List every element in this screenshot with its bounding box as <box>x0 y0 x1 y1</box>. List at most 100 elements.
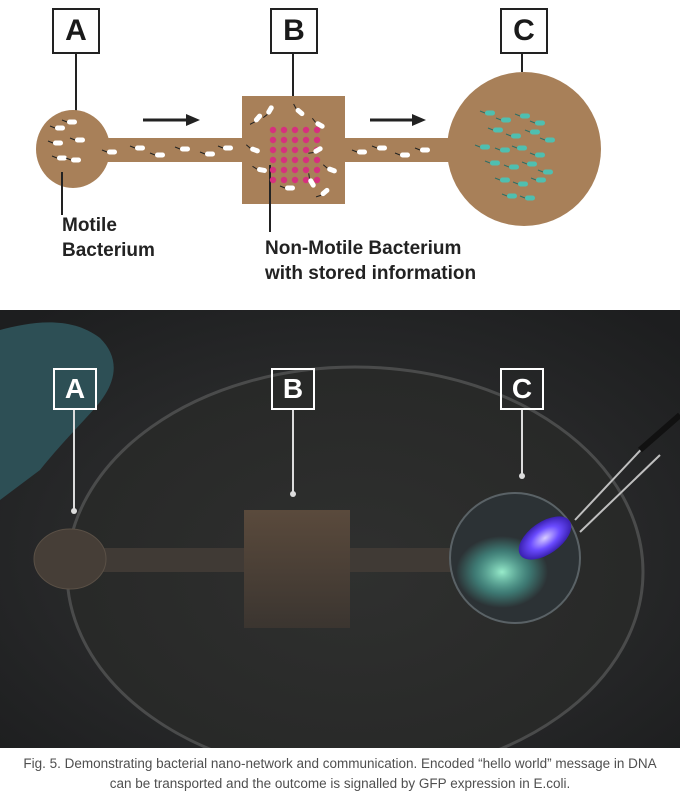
gfp-bacterium <box>479 110 495 116</box>
gfp-bacterium <box>505 133 521 139</box>
bacterium <box>174 146 190 152</box>
info-dot <box>313 176 321 184</box>
photo-chamber-a <box>33 528 107 590</box>
gfp-bacterium <box>524 129 540 135</box>
gfp-bacterium <box>530 177 546 183</box>
bacterium <box>47 140 63 146</box>
gfp-bacterium <box>512 181 528 187</box>
info-dot <box>302 156 310 164</box>
gfp-bacterium <box>503 164 519 170</box>
gfp-bacterium <box>474 144 490 150</box>
photo-label-box-c: C <box>500 368 544 410</box>
info-dot <box>302 126 310 134</box>
bacterium <box>129 145 145 151</box>
gfp-bacterium <box>537 169 553 175</box>
info-dot <box>280 166 288 174</box>
gfp-bacterium <box>539 137 555 143</box>
bacterium <box>351 149 367 155</box>
info-dot <box>302 176 310 184</box>
info-dot <box>291 176 299 184</box>
info-dot <box>280 156 288 164</box>
led-cable <box>638 412 680 453</box>
photo-drawing <box>0 310 680 748</box>
info-dot <box>280 146 288 154</box>
led-light <box>518 516 572 560</box>
info-dot <box>269 146 277 154</box>
bacterium <box>311 117 325 129</box>
photo-chamber-b <box>244 510 350 628</box>
bacterium <box>252 165 267 173</box>
photo-label-box-a: A <box>53 368 97 410</box>
bacterium <box>149 152 165 158</box>
info-dot <box>313 126 321 134</box>
gfp-bacterium <box>494 177 510 183</box>
gfp-bacterium <box>521 161 537 167</box>
bacterium <box>69 137 85 143</box>
gfp-bacterium <box>529 120 545 126</box>
gfp-bacterium <box>511 145 527 151</box>
label-box-c: C <box>500 8 548 54</box>
bacterium <box>65 157 81 163</box>
photo-pointer-dot-b <box>290 491 296 497</box>
bacterium <box>249 113 263 125</box>
info-dot <box>280 126 288 134</box>
info-dot <box>291 126 299 134</box>
bacterium <box>61 119 77 125</box>
info-dot <box>302 146 310 154</box>
info-dot <box>302 166 310 174</box>
arrow-right-2 <box>370 114 426 126</box>
gfp-bacterium <box>487 127 503 133</box>
info-dot <box>291 166 299 174</box>
bacterium <box>394 152 410 158</box>
info-dot <box>313 166 321 174</box>
schematic-drawing <box>36 52 601 232</box>
bacterium <box>315 187 330 198</box>
schematic-diagram: A B C Motile Bacterium Non-Motile Bacter… <box>0 0 680 310</box>
info-dot <box>313 136 321 144</box>
bacterium <box>262 105 274 119</box>
nonmotile-label-line-2: with stored information <box>265 263 477 284</box>
chamber-a <box>36 110 110 188</box>
info-dot <box>291 136 299 144</box>
gfp-bacterium <box>514 113 530 119</box>
gfp-bacterium <box>529 152 545 158</box>
bacterium <box>371 145 387 151</box>
bacterium <box>322 164 337 174</box>
info-dot <box>280 136 288 144</box>
bacterium <box>245 144 260 154</box>
bacterium <box>414 147 430 153</box>
bacterium <box>217 145 233 151</box>
photo-label-box-b: B <box>271 368 315 410</box>
bacterium <box>49 125 65 131</box>
motile-bacterium-label: Motile Bacterium <box>62 213 155 263</box>
figure-caption: Fig. 5. Demonstrating bacterial nano-net… <box>0 754 680 794</box>
label-box-b: B <box>270 8 318 54</box>
bacterium <box>293 103 305 117</box>
led-wire-1 <box>574 439 651 521</box>
arrow-right-1 <box>143 114 200 126</box>
info-dot <box>269 126 277 134</box>
channel-right <box>338 138 458 162</box>
nonmotile-label-line-1: Non-Motile Bacterium <box>265 238 462 259</box>
bacterium <box>279 185 295 191</box>
info-dot <box>291 156 299 164</box>
bacterium <box>199 151 215 157</box>
motile-label-line-1: Motile <box>62 215 117 236</box>
gfp-bacterium <box>484 160 500 166</box>
caption-line-1: Fig. 5. Demonstrating bacterial nano-net… <box>23 756 657 771</box>
info-dot <box>313 156 321 164</box>
gfp-bacterium <box>519 195 535 201</box>
bacterium <box>101 149 117 155</box>
experiment-photo: A B C <box>0 310 680 748</box>
info-dot <box>302 136 310 144</box>
info-dot <box>269 156 277 164</box>
bacterium <box>308 173 316 188</box>
gfp-bacterium <box>494 147 510 153</box>
gfp-bacterium <box>501 193 517 199</box>
motile-bacteria-group <box>47 103 430 198</box>
bacterium <box>51 155 67 161</box>
info-dot <box>269 166 277 174</box>
gfp-bacteria-group <box>474 110 555 201</box>
glove <box>0 322 114 500</box>
label-box-a: A <box>52 8 100 54</box>
